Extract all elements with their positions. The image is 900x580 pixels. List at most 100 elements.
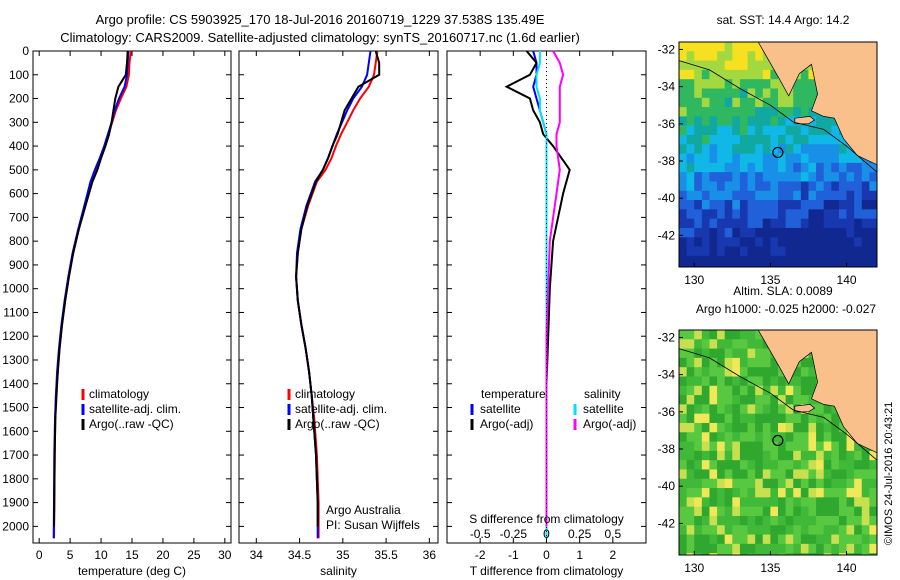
map-cell: [778, 441, 787, 452]
panel-frame: [238, 50, 439, 544]
map-cell: [770, 190, 779, 201]
map-cell: [701, 97, 711, 108]
map-cell: [755, 367, 764, 378]
map-cell: [816, 497, 825, 508]
map-cell: [686, 200, 695, 210]
map-cell: [762, 534, 771, 545]
map-cell: [778, 227, 787, 238]
map-cell: [800, 506, 810, 517]
map-cell: [770, 450, 779, 461]
map-cell: [770, 107, 779, 117]
map-cell: [755, 107, 764, 117]
map-cell: [778, 478, 787, 489]
map-cell: [724, 69, 733, 80]
map-cell: [709, 469, 718, 480]
map-cell: [800, 69, 810, 80]
map-cell: [694, 181, 703, 192]
map-cell: [686, 534, 695, 545]
map-cell: [808, 478, 817, 489]
map-cell: [717, 162, 726, 173]
map-cell: [770, 227, 779, 238]
map-cell: [808, 107, 817, 117]
map-cell: [755, 339, 764, 350]
map-cell: [717, 79, 726, 90]
map-frame: [678, 329, 878, 556]
map-cell: [717, 497, 726, 508]
map-x-tick-label: 130: [684, 273, 704, 287]
map-cell: [679, 478, 688, 489]
map-cell: [778, 534, 787, 545]
map-cell: [739, 246, 749, 257]
y-tick-label: 700: [9, 210, 29, 224]
map-cell: [701, 395, 711, 405]
map-cell: [793, 172, 802, 183]
legend-difference: temperature salinitysatelliteArgo(-adj)sa…: [470, 387, 636, 431]
map-cell: [694, 172, 703, 183]
map-x-tick-label: 140: [837, 561, 857, 575]
map-cell: [770, 367, 779, 378]
map-cell: [732, 385, 741, 396]
land-mass: [757, 330, 877, 454]
x-axis-label: salinity: [320, 564, 357, 578]
map-cell: [694, 525, 703, 536]
map-cell: [816, 534, 825, 545]
map-cell: [686, 515, 695, 526]
map-cell: [831, 200, 840, 210]
map-cell: [808, 190, 817, 201]
map-cell: [739, 543, 749, 554]
map-cell: [679, 357, 688, 368]
map-cell: [747, 432, 756, 443]
map-cell: [808, 265, 817, 267]
map-cell: [747, 153, 756, 164]
map-cell: [724, 348, 733, 359]
map-cell: [732, 413, 741, 424]
x-axis-label: T difference from climatology: [470, 564, 624, 578]
map-cell: [831, 422, 840, 433]
map-cell: [686, 79, 695, 90]
map-cell: [800, 153, 810, 164]
map-cell: [709, 525, 718, 536]
map-cell: [800, 134, 810, 145]
map-cell: [854, 209, 863, 220]
map-cell: [739, 348, 749, 359]
map-cell: [755, 134, 764, 145]
map-cell: [709, 441, 718, 452]
map-cell: [732, 60, 741, 71]
map-cell: [686, 162, 695, 173]
map-cell: [694, 422, 703, 433]
y-tick-label: 500: [9, 163, 29, 177]
map-cell: [709, 488, 718, 498]
map-cell: [694, 441, 703, 452]
map-cell: [838, 181, 848, 192]
map-cell: [709, 450, 718, 461]
map-cell: [770, 395, 779, 405]
map-cell: [838, 432, 848, 443]
map-cell: [778, 209, 787, 220]
map-cell: [762, 497, 771, 508]
map-cell: [717, 525, 726, 536]
map-cell: [823, 134, 832, 145]
map-cell: [861, 190, 870, 201]
map-cell: [793, 144, 802, 155]
secondary-axis-label: S difference from climatology: [469, 512, 624, 526]
map-cell: [869, 515, 877, 526]
map-cell: [823, 144, 832, 155]
map-cell: [823, 422, 832, 433]
map-cell: [869, 460, 877, 471]
map-cell: [755, 357, 764, 368]
map-cell: [785, 469, 794, 480]
map-cell: [747, 534, 756, 545]
y-tick-label: 1500: [2, 401, 29, 415]
map-cell: [724, 237, 733, 248]
map-cell: [747, 107, 756, 117]
map-cell: [724, 395, 733, 405]
map-cell: [701, 125, 711, 136]
map-cell: [701, 478, 711, 489]
map-cell: [785, 450, 794, 461]
map-cell: [778, 218, 787, 229]
map-cell: [747, 460, 756, 471]
x-tick-label: 2: [609, 548, 616, 562]
map-cell: [717, 553, 726, 555]
map-cell: [679, 385, 688, 396]
map-cell: [762, 181, 771, 192]
